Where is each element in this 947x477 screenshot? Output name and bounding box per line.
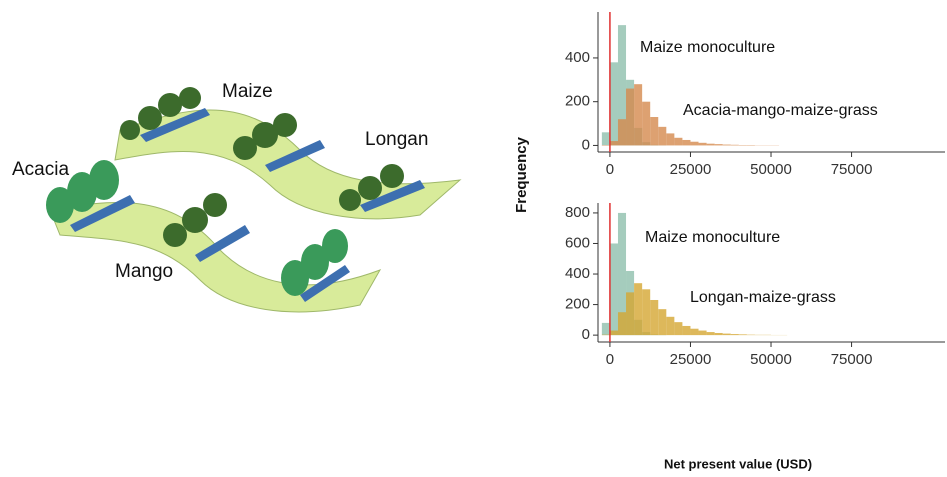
- series-label: Maize monoculture: [640, 39, 775, 56]
- x-tick-label: 0: [606, 161, 614, 178]
- x-tick-label: 25000: [670, 351, 712, 368]
- histogram-bar: [723, 334, 731, 336]
- y-tick-label: 0: [582, 326, 590, 343]
- histogram-bar: [699, 331, 707, 336]
- y-tick-label: 400: [565, 265, 590, 282]
- histogram-bar: [690, 142, 698, 146]
- histogram-bar: [715, 144, 723, 145]
- y-tick-label: 400: [565, 49, 590, 66]
- histogram-bar: [739, 334, 747, 335]
- histogram-bar: [610, 141, 618, 145]
- figure: Acacia Maize Longan Mango Net present va…: [0, 0, 947, 477]
- series-label: Maize monoculture: [645, 229, 780, 246]
- y-axis-label: Frequency: [513, 136, 530, 213]
- histogram-bar: [690, 329, 698, 335]
- series-label: Acacia-mango-maize-grass: [683, 102, 878, 119]
- histogram-bar: [634, 84, 642, 145]
- histogram-bar: [658, 127, 666, 146]
- x-axis-label: Net present value (USD): [664, 456, 812, 471]
- x-tick-label: 25000: [670, 161, 712, 178]
- y-tick-label: 600: [565, 234, 590, 251]
- y-tick-label: 200: [565, 296, 590, 313]
- histogram-bar: [610, 331, 618, 336]
- histogram-bar: [602, 323, 610, 335]
- histogram-bar: [666, 133, 674, 145]
- histogram-bar: [723, 145, 731, 146]
- histogram-bar: [707, 144, 715, 146]
- histogram-bar: [731, 334, 739, 335]
- histogram-bar: [666, 317, 674, 335]
- histogram-bar: [610, 243, 618, 335]
- histogram-bar: [626, 89, 634, 146]
- histogram-bar: [674, 322, 682, 335]
- y-tick-label: 800: [565, 204, 590, 221]
- histogram-bar: [610, 62, 618, 145]
- x-tick-label: 0: [606, 351, 614, 368]
- histogram-bar: [650, 300, 658, 335]
- histogram-bar: [682, 140, 690, 145]
- histogram-bar: [642, 102, 650, 146]
- histogram-bar: [682, 326, 690, 335]
- histogram-bar: [634, 283, 642, 335]
- y-tick-label: 200: [565, 93, 590, 110]
- series-label: Longan-maize-grass: [690, 289, 836, 306]
- histogram-bar: [707, 332, 715, 335]
- y-tick-label: 0: [582, 136, 590, 153]
- histogram-bar: [602, 132, 610, 145]
- histogram-bar: [618, 119, 626, 145]
- histogram-bar: [731, 145, 739, 146]
- illustration-label: Maize: [222, 81, 273, 102]
- histogram-bar: [650, 117, 658, 145]
- histogram-bar: [699, 143, 707, 146]
- illustration-label: Mango: [115, 261, 173, 282]
- illustration-label: Acacia: [12, 159, 69, 180]
- x-tick-label: 50000: [750, 161, 792, 178]
- histogram-bar: [674, 138, 682, 146]
- histogram-bar: [715, 333, 723, 335]
- histogram-bar: [658, 309, 666, 335]
- histogram-bar: [618, 312, 626, 335]
- illustration-label: Longan: [365, 129, 428, 150]
- histogram-bar: [642, 289, 650, 335]
- x-tick-label: 75000: [831, 161, 873, 178]
- x-tick-label: 75000: [831, 351, 873, 368]
- x-tick-label: 50000: [750, 351, 792, 368]
- illustration: Acacia Maize Longan Mango: [12, 81, 460, 312]
- histogram-bar: [626, 292, 634, 335]
